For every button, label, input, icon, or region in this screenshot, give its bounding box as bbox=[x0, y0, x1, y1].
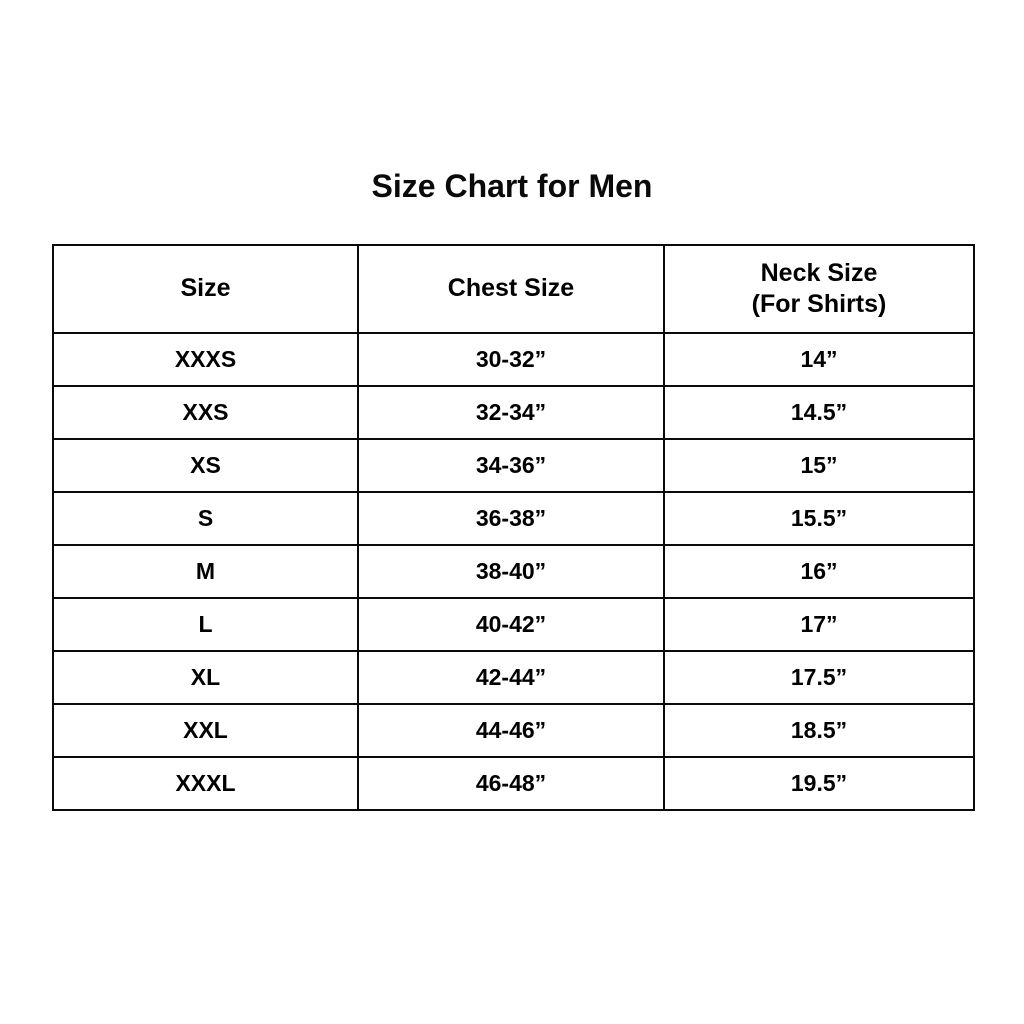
neck-size-cell: 16” bbox=[663, 544, 975, 599]
size-cell: L bbox=[52, 597, 359, 652]
table-row: XL 42-44” 17.5” bbox=[52, 650, 975, 705]
size-chart-table: Size Chest Size Neck Size (For Shirts) X… bbox=[52, 244, 975, 811]
neck-size-cell: 15” bbox=[663, 438, 975, 493]
neck-size-cell: 19.5” bbox=[663, 756, 975, 811]
neck-size-cell: 17.5” bbox=[663, 650, 975, 705]
chest-size-cell: 36-38” bbox=[357, 491, 665, 546]
size-cell: XL bbox=[52, 650, 359, 705]
column-header-label: Size bbox=[180, 274, 231, 303]
column-header-label: Neck Size bbox=[760, 258, 878, 287]
chest-size-cell: 44-46” bbox=[357, 703, 665, 758]
table-row: XS 34-36” 15” bbox=[52, 438, 975, 493]
table-row: XXXL 46-48” 19.5” bbox=[52, 756, 975, 811]
table-row: M 38-40” 16” bbox=[52, 544, 975, 599]
column-header-subtext: (For Shirts) bbox=[751, 290, 887, 318]
column-header-neck-size: Neck Size (For Shirts) bbox=[663, 244, 975, 334]
chest-size-cell: 38-40” bbox=[357, 544, 665, 599]
chest-size-cell: 46-48” bbox=[357, 756, 665, 811]
size-cell: XXL bbox=[52, 703, 359, 758]
table-header-row: Size Chest Size Neck Size (For Shirts) bbox=[52, 244, 975, 334]
table-row: XXXS 30-32” 14” bbox=[52, 332, 975, 387]
table-row: XXL 44-46” 18.5” bbox=[52, 703, 975, 758]
neck-size-cell: 18.5” bbox=[663, 703, 975, 758]
table-row: S 36-38” 15.5” bbox=[52, 491, 975, 546]
column-header-size: Size bbox=[52, 244, 359, 334]
size-cell: XXXL bbox=[52, 756, 359, 811]
size-cell: S bbox=[52, 491, 359, 546]
size-cell: XXXS bbox=[52, 332, 359, 387]
neck-size-cell: 14” bbox=[663, 332, 975, 387]
size-cell: M bbox=[52, 544, 359, 599]
size-cell: XXS bbox=[52, 385, 359, 440]
size-cell: XS bbox=[52, 438, 359, 493]
neck-size-cell: 14.5” bbox=[663, 385, 975, 440]
table-row: XXS 32-34” 14.5” bbox=[52, 385, 975, 440]
chest-size-cell: 42-44” bbox=[357, 650, 665, 705]
column-header-label: Chest Size bbox=[447, 274, 575, 303]
neck-size-cell: 15.5” bbox=[663, 491, 975, 546]
chest-size-cell: 40-42” bbox=[357, 597, 665, 652]
chest-size-cell: 34-36” bbox=[357, 438, 665, 493]
page-title: Size Chart for Men bbox=[371, 168, 653, 204]
neck-size-cell: 17” bbox=[663, 597, 975, 652]
chest-size-cell: 32-34” bbox=[357, 385, 665, 440]
chest-size-cell: 30-32” bbox=[357, 332, 665, 387]
table-row: L 40-42” 17” bbox=[52, 597, 975, 652]
column-header-chest-size: Chest Size bbox=[357, 244, 665, 334]
